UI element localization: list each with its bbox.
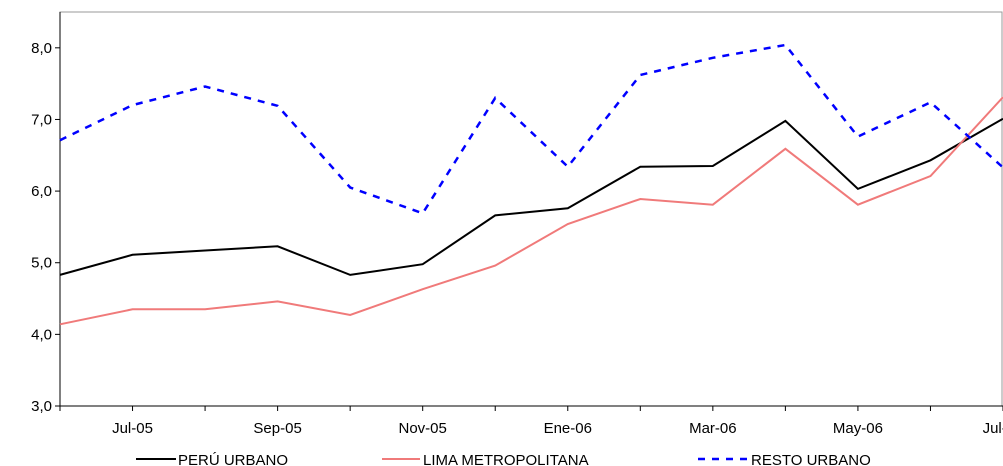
x-tick-label: Sep-05 [253, 420, 301, 437]
series-layer [59, 43, 1003, 326]
series-line-2 [59, 96, 1003, 326]
legend-label-2: LIMA METROPOLITANA [423, 452, 589, 466]
legend-label-1: PERÚ URBANO [178, 452, 288, 466]
legend: PERÚ URBANO LIMA METROPOLITANA RESTO URBAN… [136, 452, 871, 466]
x-tick-label: May-06 [833, 420, 883, 437]
x-tick-label: Jul-06 [983, 420, 1003, 437]
x-tick-label: Ene-06 [544, 420, 592, 437]
x-tick-label: Mar-06 [689, 420, 737, 437]
y-tick-label: 6,0 [31, 183, 52, 200]
x-tick-label: Nov-05 [399, 420, 447, 437]
series-line-3 [59, 43, 1003, 215]
y-tick-label: 7,0 [31, 111, 52, 128]
y-tick-label: 3,0 [31, 398, 52, 415]
legend-label-3: RESTO URBANO [751, 452, 871, 466]
series-line-1 [59, 117, 1003, 276]
axes: 3,0 4,0 5,0 6,0 7,0 8,0 Jul-05 Sep-05 Nov-05 Ene-… [31, 11, 1003, 437]
plot-area-frame [59, 11, 1003, 407]
y-tick-label: 5,0 [31, 255, 52, 272]
x-tick-label: Jul-05 [112, 420, 153, 437]
y-tick-label: 8,0 [31, 40, 52, 57]
y-tick-label: 4,0 [31, 326, 52, 343]
